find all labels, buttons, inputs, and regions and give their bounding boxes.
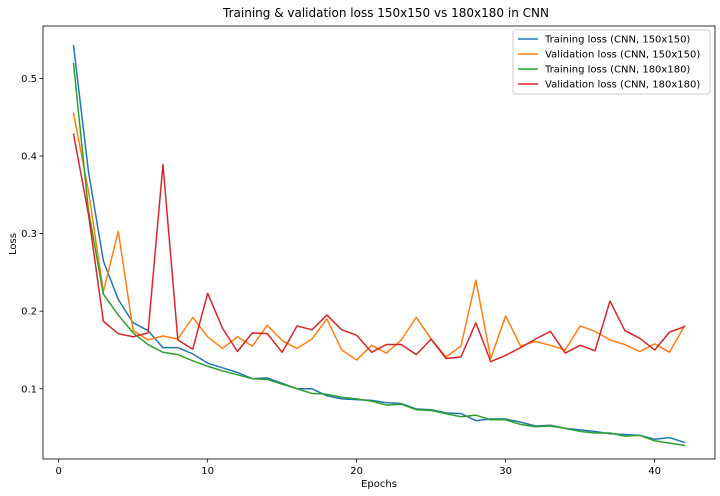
x-tick-label: 0 (55, 466, 61, 477)
series-line-4 (72, 133, 686, 363)
y-axis-label: Loss (8, 233, 19, 255)
y-tick-label: 0.2 (21, 307, 37, 318)
y-tick-label: 0.4 (21, 151, 37, 162)
series-line-1 (72, 44, 686, 444)
x-tick-label: 40 (648, 466, 661, 477)
axes-frame (42, 25, 716, 460)
legend: Training loss (CNN, 150x150) Validation l… (512, 29, 711, 95)
x-tick-label: 30 (499, 466, 512, 477)
plot-area: 0 10 20 30 40 0.1 0.2 0.3 0.4 0.5 (21, 25, 716, 477)
legend-label-1: Training loss (CNN, 150x150) (544, 35, 690, 46)
y-tick-label: 0.5 (21, 74, 37, 85)
x-tick-label: 20 (350, 466, 363, 477)
chart-title: Training & validation loss 150x150 vs 18… (222, 6, 549, 20)
x-tick-label: 10 (201, 466, 214, 477)
legend-label-4: Validation loss (CNN, 180x180) (545, 80, 700, 91)
y-tick-label: 0.3 (21, 229, 37, 240)
x-axis-label: Epochs (361, 479, 397, 490)
legend-label-3: Training loss (CNN, 180x180) (544, 65, 690, 76)
y-tick-label: 0.1 (21, 384, 37, 395)
series-line-3 (72, 62, 686, 447)
legend-box (512, 29, 711, 95)
legend-label-2: Validation loss (CNN, 150x150) (545, 50, 700, 61)
